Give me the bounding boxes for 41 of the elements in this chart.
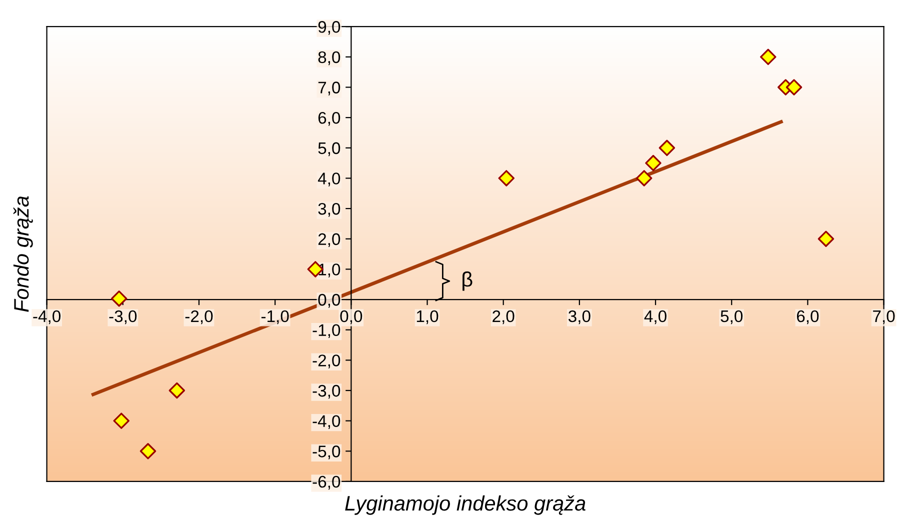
x-axis-title: Lyginamojo indekso grąža [345,495,586,515]
y-tick-label: -1,0 [312,324,340,338]
point [760,48,776,66]
y-tick-label: 2,0 [318,233,340,248]
x-tick-label: -4,0 [33,310,61,324]
point [786,79,802,96]
point [168,382,186,399]
x-tick-label: 6,0 [796,310,819,324]
point [658,140,676,156]
point [498,170,515,186]
x-tick-label: 4,0 [644,310,666,324]
point [645,154,662,172]
x-tick-label: -1,0 [261,310,289,324]
y-tick-label: 0,0 [318,294,340,308]
point [636,170,652,186]
x-tick-label: -2,0 [185,310,213,324]
y-tick-label: -2,0 [312,354,340,368]
y-tick-label: 7,0 [318,82,340,96]
x-tick-label: 2,0 [492,310,514,324]
point [110,290,128,307]
x-tick-label: 7,0 [873,310,895,324]
y-tick-label: 4,0 [318,172,340,186]
y-tick-label: -4,0 [312,415,340,429]
y-tick-label: 3,0 [318,202,340,217]
y-tick-label: 8,0 [318,51,340,66]
x-tick-label: 0,0 [340,310,362,324]
x-tick-label: 3,0 [568,310,590,324]
point [113,412,130,429]
y-tick-label: 5,0 [318,142,340,156]
x-tick-label: 1,0 [416,310,438,324]
y-tick-label: 6,0 [318,112,340,126]
annotation: β [462,271,472,291]
x-tick-label: -3,0 [109,310,137,324]
point [140,443,156,460]
y-tick-label: -3,0 [312,384,340,399]
y-tick-label: 9,0 [318,21,340,35]
y-tick-label: -5,0 [312,446,340,460]
x-tick-label: 5,0 [720,310,743,324]
y-tick-label: -6,0 [312,476,340,490]
y-axis-title: Fondo grąža [13,196,33,312]
point [818,230,834,247]
